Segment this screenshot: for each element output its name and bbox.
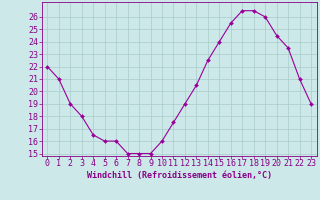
X-axis label: Windchill (Refroidissement éolien,°C): Windchill (Refroidissement éolien,°C) bbox=[87, 171, 272, 180]
